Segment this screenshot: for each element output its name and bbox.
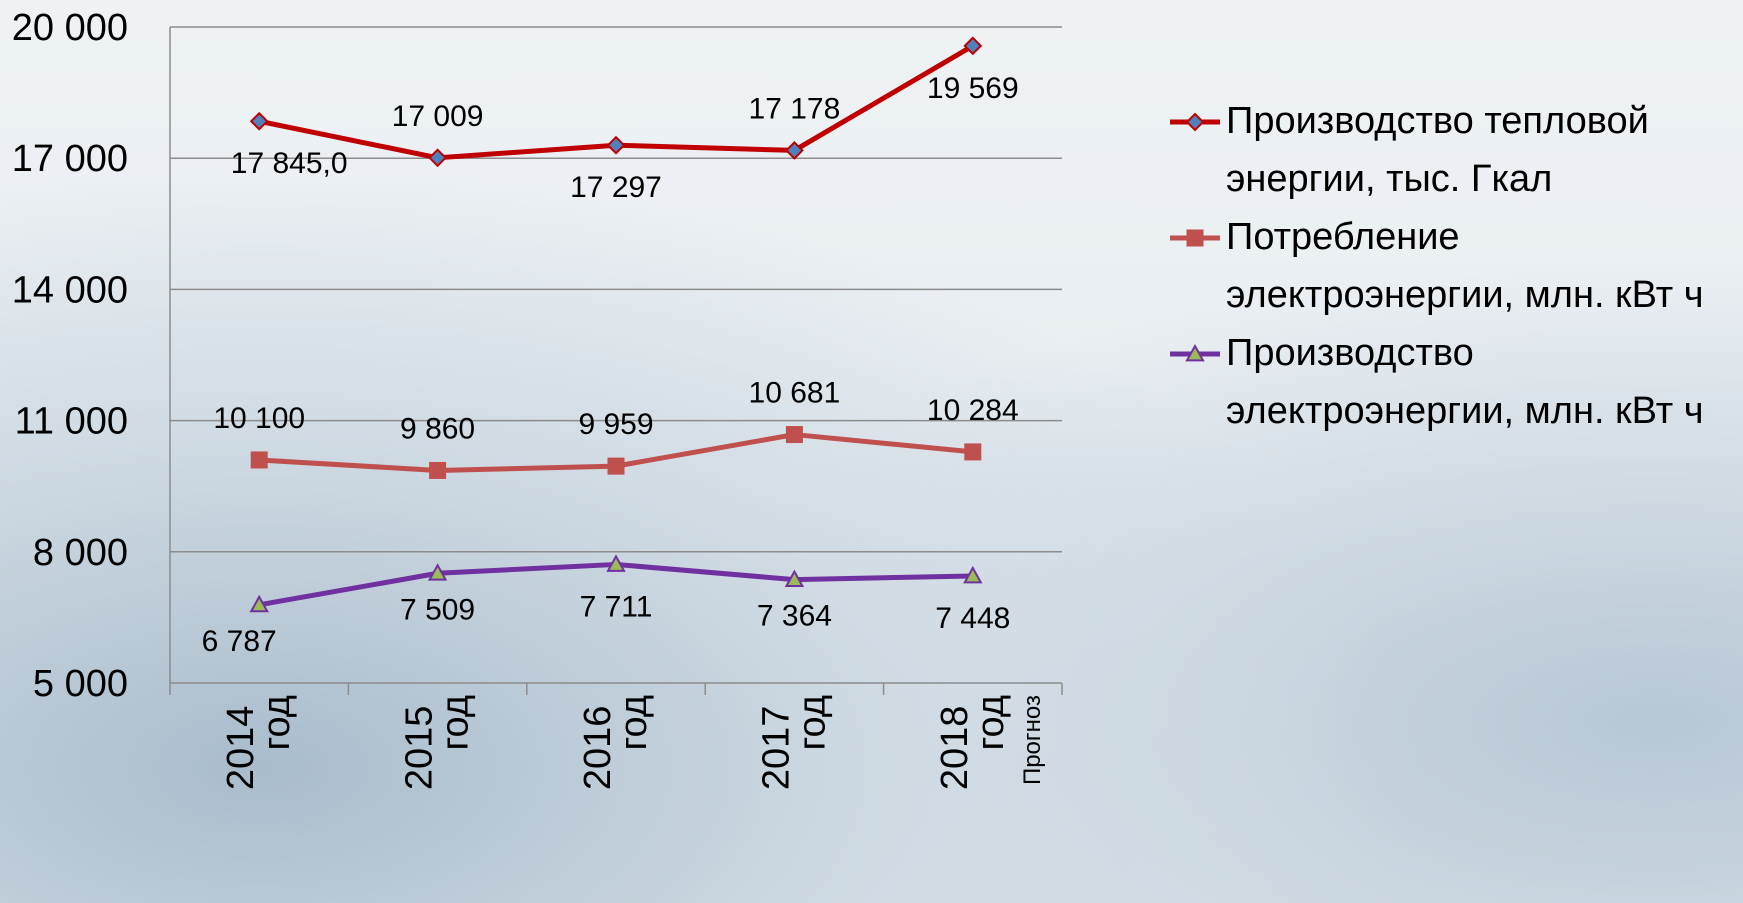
legend: Производство тепловой энергии, тыс. Гкал… (1168, 92, 1738, 440)
y-tick-label: 20 000 (12, 7, 128, 49)
y-tick-label: 8 000 (33, 532, 128, 574)
legend-label: Потребление электроэнергии, млн. кВт ч (1226, 216, 1704, 316)
legend-label: Производство электроэнергии, млн. кВт ч (1226, 332, 1704, 432)
data-label: 17 297 (570, 171, 662, 204)
legend-icon (1168, 102, 1222, 142)
data-label: 7 448 (935, 602, 1010, 635)
x-tick-label: 2018 год (934, 695, 1012, 790)
marker (608, 458, 624, 474)
legend-label: Производство тепловой энергии, тыс. Гкал (1226, 100, 1649, 200)
y-tick-label: 11 000 (15, 401, 128, 443)
marker (1187, 230, 1203, 246)
legend-entry: Потребление электроэнергии, млн. кВт ч (1168, 208, 1738, 324)
marker (430, 150, 446, 166)
y-tick-label: 17 000 (12, 138, 128, 180)
data-label: 17 009 (392, 100, 484, 133)
x-tick-label: 2017 год (755, 695, 833, 790)
legend-icon (1168, 218, 1222, 258)
marker (1187, 114, 1203, 130)
data-label: 10 681 (749, 377, 841, 410)
legend-entry: Производство электроэнергии, млн. кВт ч (1168, 324, 1738, 440)
data-label: 7 364 (757, 600, 832, 633)
data-label: 7 509 (400, 593, 475, 626)
data-label: 7 711 (580, 590, 653, 623)
data-label: 9 959 (578, 408, 653, 441)
data-label: 6 787 (202, 625, 277, 658)
page: 5 000 8 000 11 000 14 000 17 000 20 000 2014 г… (0, 0, 1743, 903)
x-tick-label: 2016 год (577, 695, 655, 790)
y-tick-label: 14 000 (12, 269, 128, 311)
legend-entry: Производство тепловой энергии, тыс. Гкал (1168, 92, 1738, 208)
data-label: 19 569 (927, 72, 1019, 105)
data-label: 10 100 (213, 402, 305, 435)
annotation: Прогноз (1019, 695, 1046, 785)
legend-icon (1168, 334, 1222, 374)
x-tick-label: 2014 год (220, 695, 298, 790)
marker (965, 444, 981, 460)
data-label: 9 860 (400, 412, 475, 445)
marker (786, 427, 802, 443)
x-tick-label: 2015 год (399, 695, 477, 790)
data-label: 17 845,0 (231, 147, 348, 180)
marker (608, 137, 624, 153)
marker (251, 452, 267, 468)
data-label: 10 284 (927, 394, 1019, 427)
data-label: 17 178 (749, 92, 841, 125)
y-tick-label: 5 000 (33, 663, 128, 705)
marker (430, 462, 446, 478)
marker (251, 113, 267, 129)
